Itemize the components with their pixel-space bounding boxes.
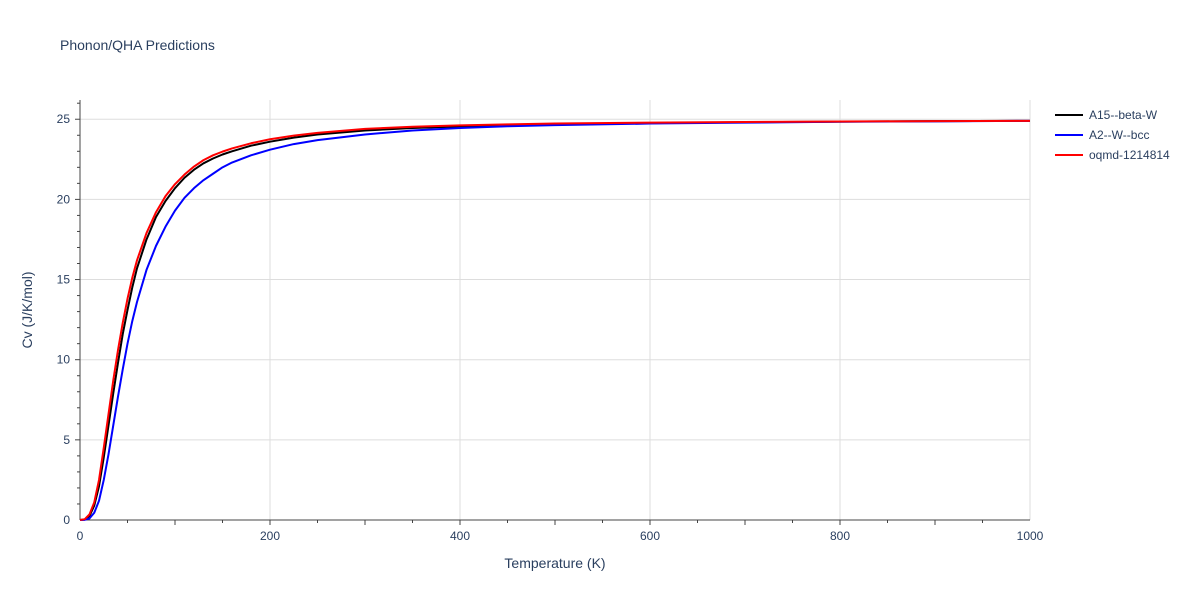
y-tick-labels: 0 5 10 15 20 25 <box>57 112 71 527</box>
x-tick-label: 1000 <box>1017 529 1044 543</box>
x-tick-label: 200 <box>260 529 280 543</box>
series-line-3 <box>79 119 1031 521</box>
legend-item[interactable]: A15--beta-W <box>1055 108 1158 122</box>
y-tick-label: 25 <box>57 112 71 126</box>
x-tick-label: 0 <box>77 529 84 543</box>
y-tick-label: 0 <box>63 513 70 527</box>
legend-item[interactable]: oqmd-1214814 <box>1055 148 1170 162</box>
legend[interactable]: A15--beta-W A2--W--bcc oqmd-1214814 <box>1055 108 1170 162</box>
legend-label: oqmd-1214814 <box>1089 148 1170 162</box>
y-tick-label: 10 <box>57 353 71 367</box>
grid <box>80 100 1031 520</box>
x-tick-label: 800 <box>830 529 850 543</box>
x-axis-title: Temperature (K) <box>504 555 605 571</box>
y-tick-label: 20 <box>57 192 71 206</box>
legend-item[interactable]: A2--W--bcc <box>1055 128 1149 142</box>
y-tick-label: 15 <box>57 273 71 287</box>
legend-label: A2--W--bcc <box>1089 128 1149 142</box>
x-tick-labels: 0 200 400 600 800 1000 <box>77 529 1044 543</box>
plot-area <box>79 119 1031 521</box>
chart-title: Phonon/QHA Predictions <box>60 37 215 53</box>
x-tick-label: 600 <box>640 529 660 543</box>
y-axis-title: Cv (J/K/mol) <box>19 272 35 349</box>
y-tick-label: 5 <box>63 433 70 447</box>
series-line-2 <box>79 119 1031 521</box>
legend-label: A15--beta-W <box>1089 108 1158 122</box>
x-tick-label: 400 <box>450 529 470 543</box>
axes <box>75 100 1030 525</box>
